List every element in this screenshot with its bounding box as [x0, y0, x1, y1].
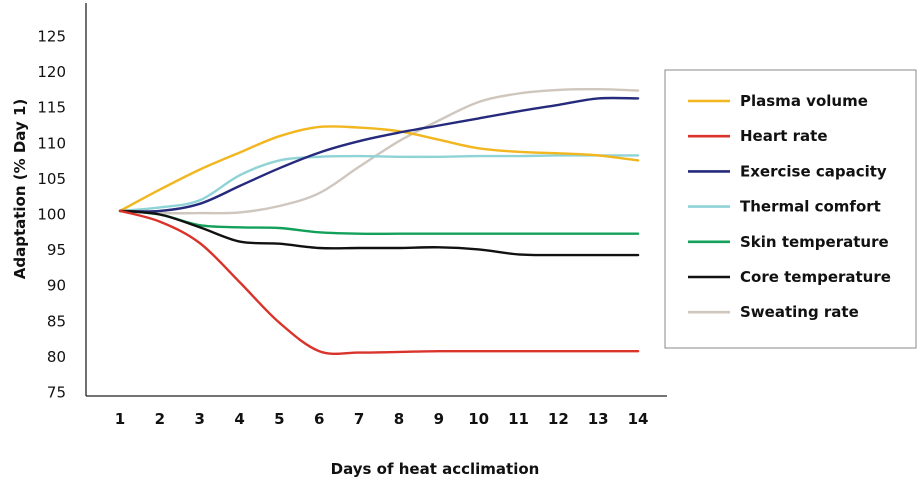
x-tick-label: 5 [274, 410, 284, 428]
y-tick-label: 90 [47, 277, 66, 295]
x-tick-labels: 1 2 3 4 5 6 7 8 9 10 11 12 13 14 [115, 410, 649, 428]
x-tick-label: 2 [155, 410, 165, 428]
legend-items: Plasma volume Heart rate Exercise capacity… [688, 92, 891, 321]
y-tick-label: 110 [37, 134, 66, 152]
x-tick-label: 3 [194, 410, 204, 428]
y-tick-label: 95 [47, 241, 66, 259]
legend-label: Exercise capacity [740, 162, 887, 180]
y-tick-label: 105 [37, 170, 66, 188]
series-line-sweating-rate [118, 87, 640, 215]
series-lines [118, 87, 640, 356]
x-tick-label: 10 [468, 410, 489, 428]
legend-label: Plasma volume [740, 92, 868, 110]
x-tick-label: 4 [234, 410, 244, 428]
legend-label: Heart rate [740, 127, 828, 145]
legend-box [664, 69, 917, 349]
x-tick-label: 12 [548, 410, 569, 428]
x-tick-label: 6 [314, 410, 324, 428]
series-line-core-temperature [118, 209, 640, 257]
x-tick-label: 1 [115, 410, 125, 428]
legend-label: Core temperature [740, 268, 891, 286]
y-tick-label: 80 [47, 348, 66, 366]
x-tick-label: 11 [508, 410, 529, 428]
legend-label: Sweating rate [740, 303, 859, 321]
y-tick-label: 85 [47, 312, 66, 330]
series-line-plasma-volume [118, 125, 640, 213]
series-line-heart-rate [118, 209, 640, 356]
y-axis-title: Adaptation (% Day 1) [11, 99, 29, 280]
series-line-skin-temperature [118, 209, 640, 236]
x-tick-label: 8 [394, 410, 404, 428]
y-tick-label: 115 [37, 99, 66, 117]
x-tick-label: 9 [434, 410, 444, 428]
legend-label: Skin temperature [740, 233, 889, 251]
y-tick-label: 75 [47, 384, 66, 402]
x-tick-label: 14 [628, 410, 649, 428]
series-line-thermal-comfort [118, 154, 640, 213]
y-tick-label: 120 [37, 63, 66, 81]
x-tick-label: 13 [588, 410, 609, 428]
legend-label: Thermal comfort [740, 198, 881, 216]
x-tick-label: 7 [354, 410, 364, 428]
y-tick-labels: 75 80 85 90 95 100 105 110 115 120 125 [37, 28, 66, 402]
y-tick-label: 100 [37, 206, 66, 224]
series-line-exercise-capacity [118, 96, 640, 213]
x-axis-title: Days of heat acclimation [331, 460, 540, 478]
y-tick-label: 125 [37, 28, 66, 46]
legend: Plasma volume Heart rate Exercise capacity… [664, 69, 917, 349]
